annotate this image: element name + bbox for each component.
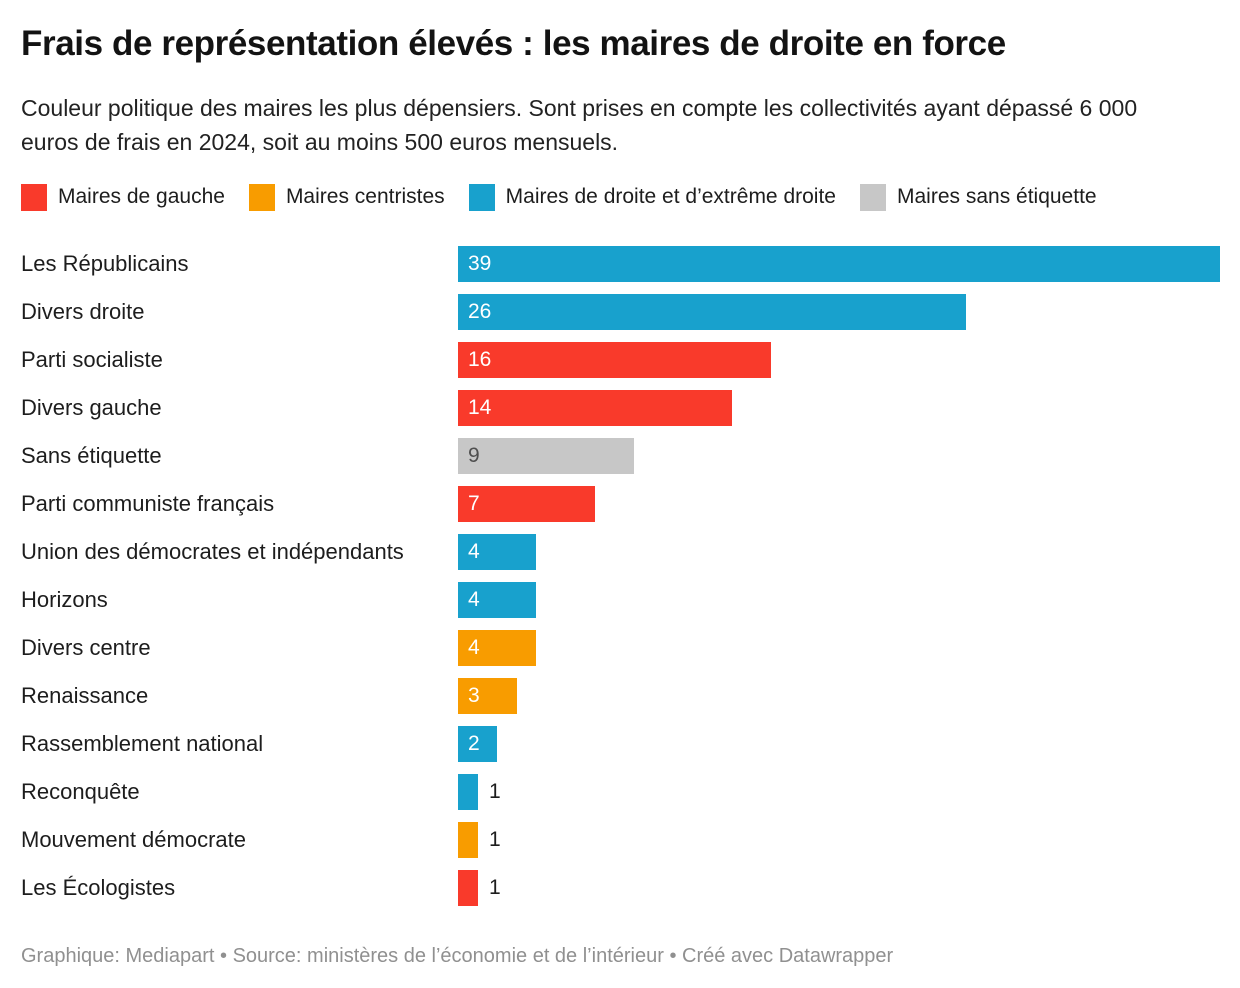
legend-label: Maires centristes	[285, 185, 445, 209]
chart-row: Union des démocrates et indépendants 4	[21, 528, 1220, 576]
bar: 39	[458, 245, 1220, 282]
legend-label: Maires de droite et d’extrême droite	[505, 185, 836, 209]
bar: 26	[458, 293, 966, 330]
bar: 3	[458, 677, 517, 714]
bar-track: 4	[458, 576, 1220, 624]
bar-track: 1	[458, 864, 1220, 912]
category-label: Divers gauche	[21, 394, 162, 420]
value-label: 16	[468, 347, 492, 371]
footer-credit: Graphique: Mediapart • Source: ministère…	[21, 944, 894, 967]
legend-label: Maires de gauche	[58, 185, 225, 209]
bar-track: 16	[458, 336, 1220, 384]
value-label: 39	[468, 251, 492, 275]
category-label: Rassemblement national	[21, 730, 264, 756]
value-label: 14	[468, 395, 492, 419]
legend-swatch-gauche	[21, 183, 47, 211]
chart-row: Parti communiste français 7	[21, 480, 1220, 528]
chart-row: Les Républicains 39	[21, 240, 1220, 288]
category-label: Les Républicains	[21, 250, 189, 276]
legend-label: Maires sans étiquette	[896, 185, 1097, 209]
bar-track: 1	[458, 768, 1220, 816]
bar: 14	[458, 389, 732, 426]
chart-row: Divers droite 26	[21, 288, 1220, 336]
bar-track: 39	[458, 240, 1220, 288]
legend-item-droite: Maires de droite et d’extrême droite	[468, 183, 836, 211]
bar-track: 4	[458, 528, 1220, 576]
chart-row: Parti socialiste 16	[21, 336, 1220, 384]
value-label: 7	[468, 491, 480, 515]
category-label: Parti communiste français	[21, 490, 275, 516]
chart-row: Renaissance 3	[21, 672, 1220, 720]
value-label: 4	[468, 539, 480, 563]
value-label: 4	[468, 587, 480, 611]
bar-track: 9	[458, 432, 1220, 480]
bar-track: 2	[458, 720, 1220, 768]
page-title: Frais de représentation élevés : les mai…	[21, 24, 1006, 63]
value-label: 3	[468, 683, 480, 707]
chart-row: Divers gauche 14	[21, 384, 1220, 432]
bar: 4	[458, 533, 536, 570]
bar: 4	[458, 629, 536, 666]
bar: 9	[458, 437, 634, 474]
legend-swatch-droite	[468, 183, 495, 211]
category-label: Renaissance	[21, 682, 149, 708]
category-label: Parti socialiste	[21, 346, 163, 372]
bar-track: 26	[458, 288, 1220, 336]
chart-subtitle: Couleur politique des maires les plus dé…	[21, 95, 1138, 155]
value-label: 4	[468, 635, 480, 659]
bar	[458, 821, 478, 858]
chart-row: Rassemblement national 2	[21, 720, 1220, 768]
category-label: Les Écologistes	[21, 874, 176, 900]
legend-swatch-centre	[248, 183, 275, 211]
chart-row: Divers centre 4	[21, 624, 1220, 672]
value-label: 1	[489, 875, 501, 899]
value-label: 1	[489, 827, 501, 851]
category-label: Mouvement démocrate	[21, 826, 246, 852]
value-label: 26	[468, 299, 492, 323]
chart-row: Les Écologistes 1	[21, 864, 1220, 912]
bar-track: 4	[458, 624, 1220, 672]
bar: 2	[458, 725, 497, 762]
bar	[458, 773, 478, 810]
legend-item-sans: Maires sans étiquette	[859, 183, 1097, 211]
bar: 7	[458, 485, 595, 522]
bar-track: 14	[458, 384, 1220, 432]
chart-row: Horizons 4	[21, 576, 1220, 624]
category-label: Divers centre	[21, 634, 151, 660]
bar-track: 3	[458, 672, 1220, 720]
chart-row: Mouvement démocrate 1	[21, 816, 1220, 864]
bar-chart: Les Républicains 39 Divers droite 26 Parti s…	[21, 240, 1220, 912]
legend-item-gauche: Maires de gauche	[21, 183, 225, 211]
category-label: Sans étiquette	[21, 442, 162, 468]
bar	[458, 869, 478, 906]
value-label: 9	[468, 443, 480, 467]
value-label: 1	[489, 779, 501, 803]
legend-item-centre: Maires centristes	[248, 183, 445, 211]
bar: 16	[458, 341, 771, 378]
bar-track: 1	[458, 816, 1220, 864]
value-label: 2	[468, 731, 480, 755]
bar: 4	[458, 581, 536, 618]
chart-row: Sans étiquette 9	[21, 432, 1220, 480]
bar-track: 7	[458, 480, 1220, 528]
category-label: Reconquête	[21, 778, 140, 804]
category-label: Divers droite	[21, 298, 145, 324]
category-label: Horizons	[21, 586, 108, 612]
legend-swatch-sans	[859, 183, 886, 211]
chart-row: Reconquête 1	[21, 768, 1220, 816]
category-label: Union des démocrates et indépendants	[21, 538, 404, 564]
legend: Maires de gauche Maires centristes Maire…	[21, 183, 1220, 211]
